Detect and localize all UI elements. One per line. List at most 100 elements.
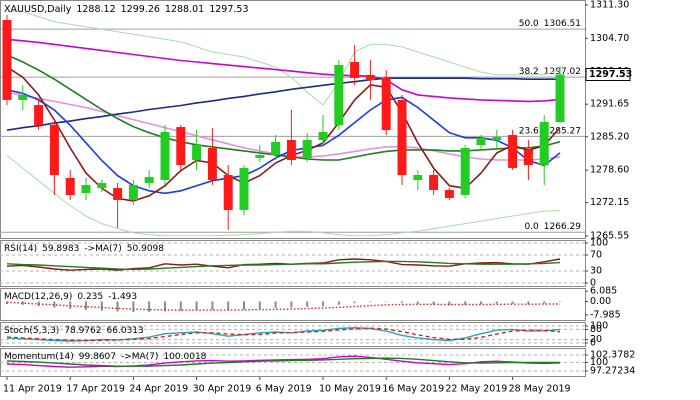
x-tick-label: 28 May 2019 <box>509 384 571 395</box>
panel-frame <box>0 240 586 287</box>
indicator-header: Momentum(14) 99.8607 ->MA(7) 100.0018 <box>4 352 207 362</box>
indicator-header-part: 0.235 <box>77 292 103 302</box>
candle-body <box>207 147 217 180</box>
y-tick-label: 1291.65 <box>590 99 629 110</box>
candle-body <box>176 126 186 165</box>
indicator-header: MACD(12,26,9) 0.235 -1.493 <box>4 292 137 302</box>
y-tick-label: 102.3782 <box>590 349 635 360</box>
candle-body <box>97 182 107 189</box>
indicator-header: RSI(14) 59.8983 ->MA(7) 50.9098 <box>4 244 164 254</box>
y-tick-label: 1304.70 <box>590 33 629 44</box>
histogram-bar <box>85 301 87 310</box>
indicator-header-part: 99.8607 <box>79 352 116 362</box>
indicator-line <box>6 327 561 342</box>
indicator-header-part: ->MA(7) <box>84 244 121 254</box>
candle-body <box>49 125 59 175</box>
indicator-header-part: Stoch(5,3,3) <box>4 326 59 336</box>
y-tick-label: 1311.30 <box>590 0 629 10</box>
indicator-header-part: Momentum(14) <box>4 352 74 362</box>
fib-label: 38.2 1297.02 <box>519 67 581 77</box>
y-tick-label: 20 <box>590 334 602 345</box>
histogram-bar <box>148 301 151 312</box>
histogram-bar <box>480 301 482 305</box>
fib-label-part: 50.0 <box>519 19 539 29</box>
histogram-bar <box>53 301 56 308</box>
candle-body <box>128 184 138 200</box>
histogram-bar <box>69 301 72 309</box>
y-tick-label: -7.985 <box>590 309 621 320</box>
y-tick-label: 0 <box>590 338 596 349</box>
candle-body <box>508 135 518 168</box>
histogram-bar <box>369 301 372 303</box>
candle-body <box>444 189 454 199</box>
chart-title-part: 1288.12 <box>76 4 115 15</box>
price-box <box>585 68 631 82</box>
candle-body <box>429 174 439 190</box>
fib-label-part: 1266.29 <box>544 222 581 232</box>
panel-frame <box>0 288 586 321</box>
fib-label-part: 1285.27 <box>544 126 581 136</box>
y-tick-label: 70 <box>590 250 602 261</box>
indicator-header-part: RSI(14) <box>4 244 37 254</box>
y-tick-label: 80 <box>590 324 602 335</box>
histogram-bar <box>322 301 324 307</box>
histogram-bar <box>543 301 546 304</box>
panel-frame <box>0 322 586 347</box>
candle-body <box>523 149 533 165</box>
x-tick-label: 24 Apr 2019 <box>129 384 188 395</box>
histogram-bar <box>511 301 514 304</box>
candle-body <box>460 147 470 195</box>
candle-body <box>476 137 486 146</box>
fib-label-part: 0.0 <box>524 222 539 232</box>
candle-body <box>144 177 154 183</box>
y-tick-label: 1278.60 <box>590 165 629 176</box>
histogram-bar <box>464 301 467 305</box>
indicator-line <box>7 11 561 106</box>
histogram-bar <box>290 301 293 308</box>
candle-body <box>113 188 123 200</box>
histogram-bar <box>306 301 309 307</box>
histogram-bar <box>21 301 24 305</box>
histogram-bar <box>116 301 119 312</box>
candle-body <box>81 184 91 193</box>
histogram-bar <box>179 301 182 311</box>
candle-body <box>34 105 44 126</box>
indicator-line <box>6 38 561 103</box>
x-tick-label: 11 Apr 2019 <box>3 384 62 395</box>
histogram-bar <box>132 301 135 312</box>
histogram-bar <box>432 301 435 305</box>
y-tick-label: 100 <box>590 357 608 368</box>
chart-title-part: 1299.26 <box>121 4 160 15</box>
candle-body <box>365 74 375 80</box>
histogram-bar <box>337 301 340 305</box>
indicator-line <box>6 77 560 131</box>
candle-body <box>2 19 12 101</box>
indicator-header-part: MACD(12,26,9) <box>4 292 72 302</box>
indicator-line <box>6 301 560 311</box>
fib-label-part: 38.2 <box>519 67 539 77</box>
fib-label-part: 1297.02 <box>544 67 581 77</box>
histogram-bar <box>495 301 498 304</box>
chart-title-part: 1288.01 <box>165 4 204 15</box>
candle-body <box>492 136 502 141</box>
candle-body <box>286 140 296 160</box>
indicator-line <box>6 155 561 237</box>
x-tick-label: 16 May 2019 <box>382 384 444 395</box>
histogram-bar <box>527 301 530 305</box>
candle-body <box>539 121 549 165</box>
candle-body <box>334 64 344 126</box>
histogram-bar <box>100 301 103 311</box>
fib-label: 0.0 1266.29 <box>524 222 581 232</box>
price-label: 1297.53 <box>589 69 632 80</box>
indicator-header-part: 66.0313 <box>107 326 144 336</box>
y-tick-label: 1272.15 <box>590 197 629 208</box>
indicator-header-part: 50.9098 <box>127 244 164 254</box>
fib-label: 23.6 1285.27 <box>519 126 581 136</box>
x-tick-label: 10 May 2019 <box>319 384 381 395</box>
histogram-bar <box>274 301 277 309</box>
candle-body <box>255 154 265 158</box>
candle-body <box>160 131 170 180</box>
fib-label: 50.0 1306.51 <box>519 19 581 29</box>
indicator-header-part: 78.9762 <box>64 326 101 336</box>
